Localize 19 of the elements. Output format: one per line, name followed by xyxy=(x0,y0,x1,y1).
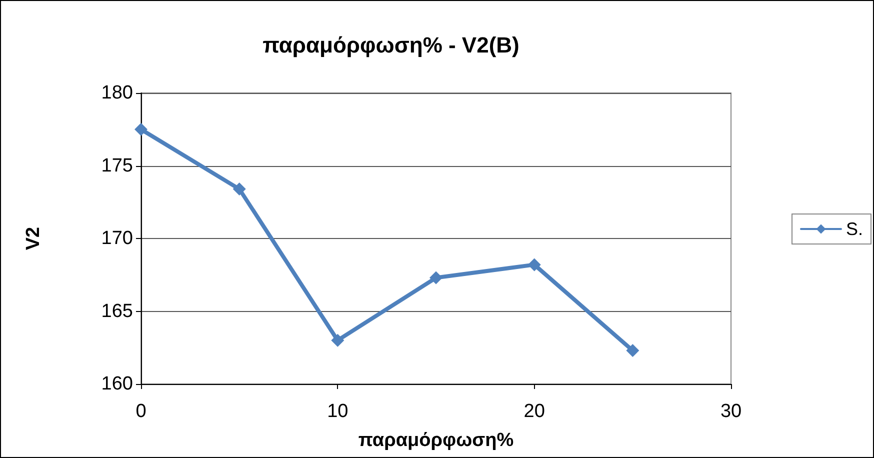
point xyxy=(528,258,541,272)
y-tick-label: 170 xyxy=(101,228,133,249)
x-tick-label: 30 xyxy=(720,401,742,422)
point xyxy=(331,334,344,347)
point xyxy=(232,182,246,196)
y-tick-label: 180 xyxy=(101,82,133,104)
x-axis-title: παραμόρφωση% xyxy=(358,430,514,451)
x-tick-label: 10 xyxy=(327,401,348,422)
x-tick-label: 0 xyxy=(136,401,146,422)
point xyxy=(134,122,148,136)
legend-label: S. xyxy=(846,219,864,239)
y-axis-title: V2 xyxy=(23,226,44,250)
point xyxy=(430,271,442,284)
point xyxy=(626,344,640,358)
chart-title: παραμόρφωση% - V2(B) xyxy=(262,32,520,58)
y-tick-label: 175 xyxy=(101,155,133,176)
y-tick-label: 165 xyxy=(101,300,133,322)
x-tick-label: 20 xyxy=(524,401,545,422)
y-tick-label: 160 xyxy=(101,374,133,394)
